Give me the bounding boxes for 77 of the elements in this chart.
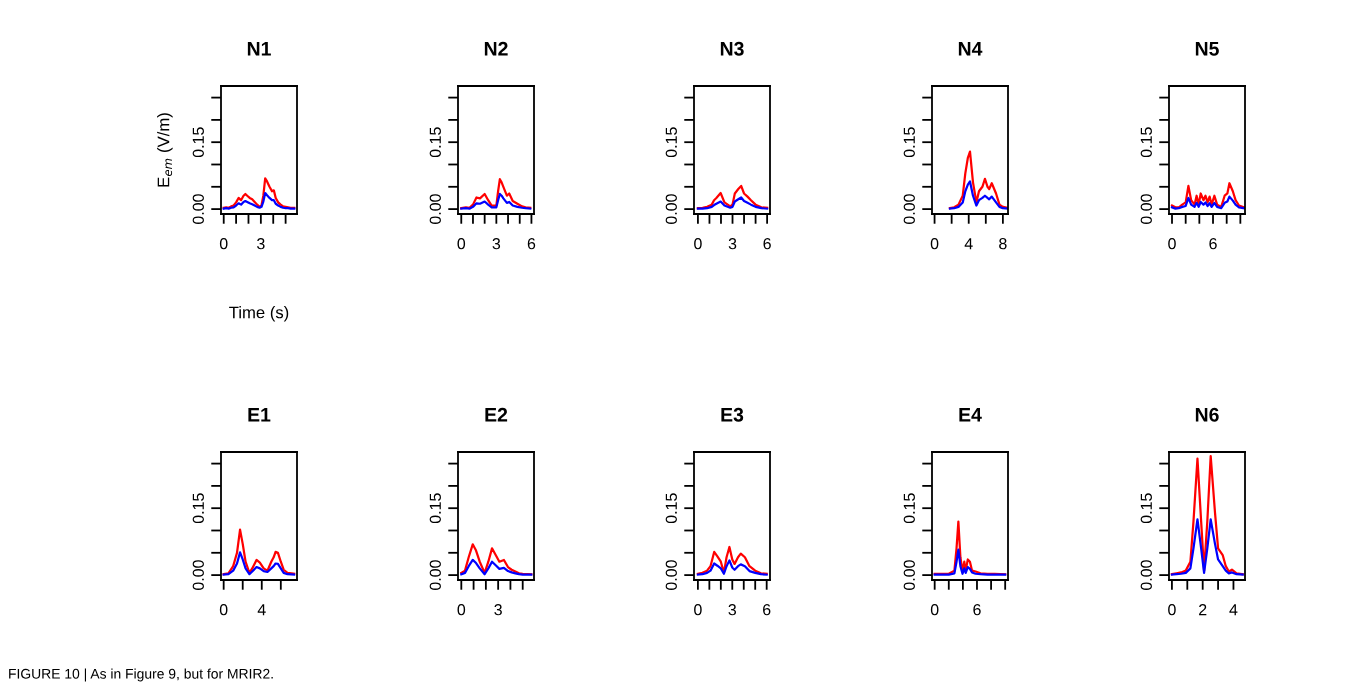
chart-title: N4	[958, 42, 983, 56]
x-tick-label: 0	[457, 604, 466, 616]
x-tick-label: 6	[973, 604, 981, 616]
y-tick-label: 0.15	[429, 127, 441, 158]
x-tick-label: 8	[999, 238, 1007, 250]
x-tick-label: 0	[219, 604, 228, 616]
y-tick-label: 0.15	[903, 127, 915, 158]
y-tick-label: 0.00	[903, 194, 915, 225]
y-tick-label: 0.00	[429, 194, 441, 225]
x-tick-label: 3	[728, 238, 737, 250]
y-tick-label: 0.00	[903, 560, 915, 591]
line-series	[696, 559, 768, 576]
line-series	[460, 192, 532, 210]
line-series	[948, 180, 1008, 210]
caption: FIGURE 10 | As in Figure 9, but for MRIR2.	[9, 668, 273, 682]
line-series	[460, 178, 532, 210]
chart-title: N1	[247, 42, 271, 56]
line-series	[933, 548, 1007, 576]
y-tick-label: 0.00	[429, 560, 441, 591]
line-series	[1170, 182, 1245, 209]
y-tick-label: 0.00	[1140, 560, 1152, 591]
line-series	[696, 196, 769, 210]
chart-title: N2	[484, 41, 508, 56]
line-series	[222, 551, 296, 576]
x-tick-label: 3	[728, 604, 737, 616]
x-tick-label: 4	[1229, 604, 1238, 616]
chart-title: E3	[721, 407, 744, 422]
line-series	[948, 150, 1008, 210]
y-tick-label: 0.15	[429, 493, 441, 524]
x-tick-label: 3	[492, 238, 501, 250]
chart-title: N5	[1195, 42, 1219, 56]
chart-title: E4	[959, 408, 982, 422]
y-tick-label: 0.15	[903, 493, 915, 524]
y-tick-label: 0.00	[192, 194, 204, 225]
y-tick-label: 0.15	[1140, 493, 1152, 524]
x-tick-label: 6	[763, 604, 771, 616]
x-tick-label: 6	[763, 238, 771, 250]
y-tick-label: 0.00	[665, 560, 677, 591]
chart-title: E1	[248, 408, 271, 422]
y-tick-label: 0.15	[192, 493, 204, 524]
line-series	[1170, 195, 1245, 210]
y-tick-label: 0.15	[665, 127, 677, 158]
line-series	[696, 184, 769, 210]
y-tick-label: 0.15	[192, 127, 204, 158]
line-series	[933, 520, 1007, 576]
x-tick-label: 6	[527, 238, 536, 250]
x-tick-label: 4	[964, 238, 973, 250]
line-series	[222, 177, 296, 209]
y-tick-label: 0.15	[665, 493, 677, 524]
y-axis-title: E$_{em}$ (V/m)	[157, 113, 173, 187]
x-tick-label: 0	[930, 238, 939, 250]
line-series	[222, 191, 296, 210]
x-tick-label: 6	[1209, 238, 1217, 250]
x-tick-label: 0	[694, 604, 702, 616]
x-tick-label: 0	[694, 238, 702, 250]
x-tick-label: 0	[1168, 238, 1176, 250]
line-series	[460, 558, 533, 576]
x-tick-label: 4	[257, 604, 266, 616]
line-series	[460, 543, 533, 576]
chart-title: N3	[720, 41, 744, 56]
chart-title: N6	[1195, 407, 1219, 422]
y-tick-label: 0.00	[665, 194, 677, 225]
y-tick-label: 0.00	[1140, 194, 1152, 225]
line-series	[1170, 518, 1244, 576]
x-tick-label: 2	[1199, 604, 1207, 616]
chart-title: E2	[485, 407, 508, 422]
y-tick-label: 0.15	[1140, 127, 1152, 158]
y-tick-label: 0.00	[192, 560, 204, 591]
x-axis-title: Time (s)	[229, 306, 289, 322]
x-tick-label: 0	[1168, 604, 1176, 616]
x-tick-label: 0	[457, 238, 466, 250]
x-tick-label: 3	[257, 238, 265, 250]
x-tick-label: 0	[930, 604, 939, 616]
x-tick-label: 3	[494, 604, 502, 616]
x-tick-label: 0	[219, 238, 228, 250]
line-series	[222, 528, 296, 576]
line-series	[696, 545, 768, 575]
